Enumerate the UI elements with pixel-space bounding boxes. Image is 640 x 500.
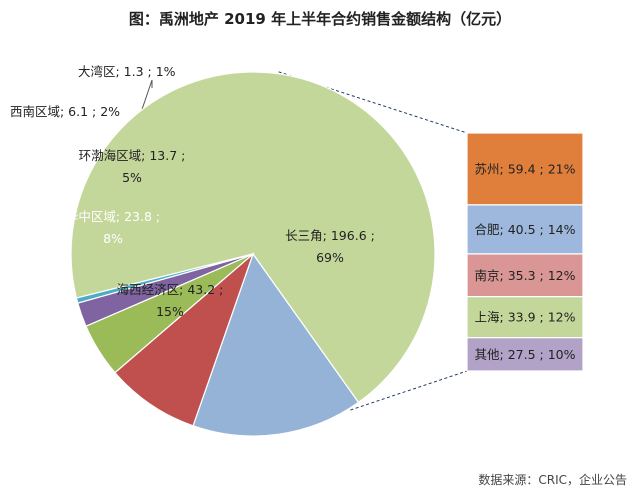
slice-label-1: 长三角; 196.6 ; bbox=[285, 228, 375, 243]
chart-title: 图：禹洲地产 2019 年上半年合约销售金额结构（亿元） bbox=[129, 10, 511, 28]
breakdown-bar-5 bbox=[466, 337, 584, 372]
pie-slice-6 bbox=[75, 253, 254, 304]
breakdown-bar-2 bbox=[466, 204, 584, 255]
breakdown-label-2: 合肥; 40.5 ; 14% bbox=[475, 222, 576, 237]
slice-label-6: 大湾区; 1.3 ; 1% bbox=[78, 64, 176, 79]
breakdown-label-5: 其他; 27.5 ; 10% bbox=[475, 347, 576, 362]
pie-slice-1 bbox=[70, 71, 436, 404]
breakdown-bar-4 bbox=[466, 296, 584, 339]
slice-label-2-pct: 15% bbox=[156, 304, 184, 319]
breakdown-label-4: 上海; 33.9 ; 12% bbox=[475, 310, 576, 325]
slice-label-3: 华中区域; 23.8 ; bbox=[66, 209, 160, 224]
pie-slice-2 bbox=[192, 252, 360, 437]
breakdown-bar-1 bbox=[466, 132, 584, 206]
source-note: 数据来源：CRIC，企业公告 bbox=[478, 472, 627, 487]
slice-label-4-pct: 5% bbox=[122, 170, 142, 185]
breakdown-bar-3 bbox=[466, 253, 584, 298]
pie-slice-3 bbox=[114, 252, 255, 427]
slice-label-5: 西南区域; 6.1 ; 2% bbox=[10, 104, 120, 119]
slice-label-3-pct: 8% bbox=[103, 231, 123, 246]
slice-label-1-pct: 69% bbox=[316, 250, 344, 265]
breakdown-label-1: 苏州; 59.4 ; 21% bbox=[475, 161, 576, 176]
slice-label-4: 环渤海区域; 13.7 ; bbox=[79, 148, 186, 163]
connector-bottom bbox=[350, 370, 468, 411]
slice-label-2: 海西经济区; 43.2 ; bbox=[117, 282, 224, 297]
breakdown-label-3: 南京; 35.3 ; 12% bbox=[475, 268, 576, 283]
